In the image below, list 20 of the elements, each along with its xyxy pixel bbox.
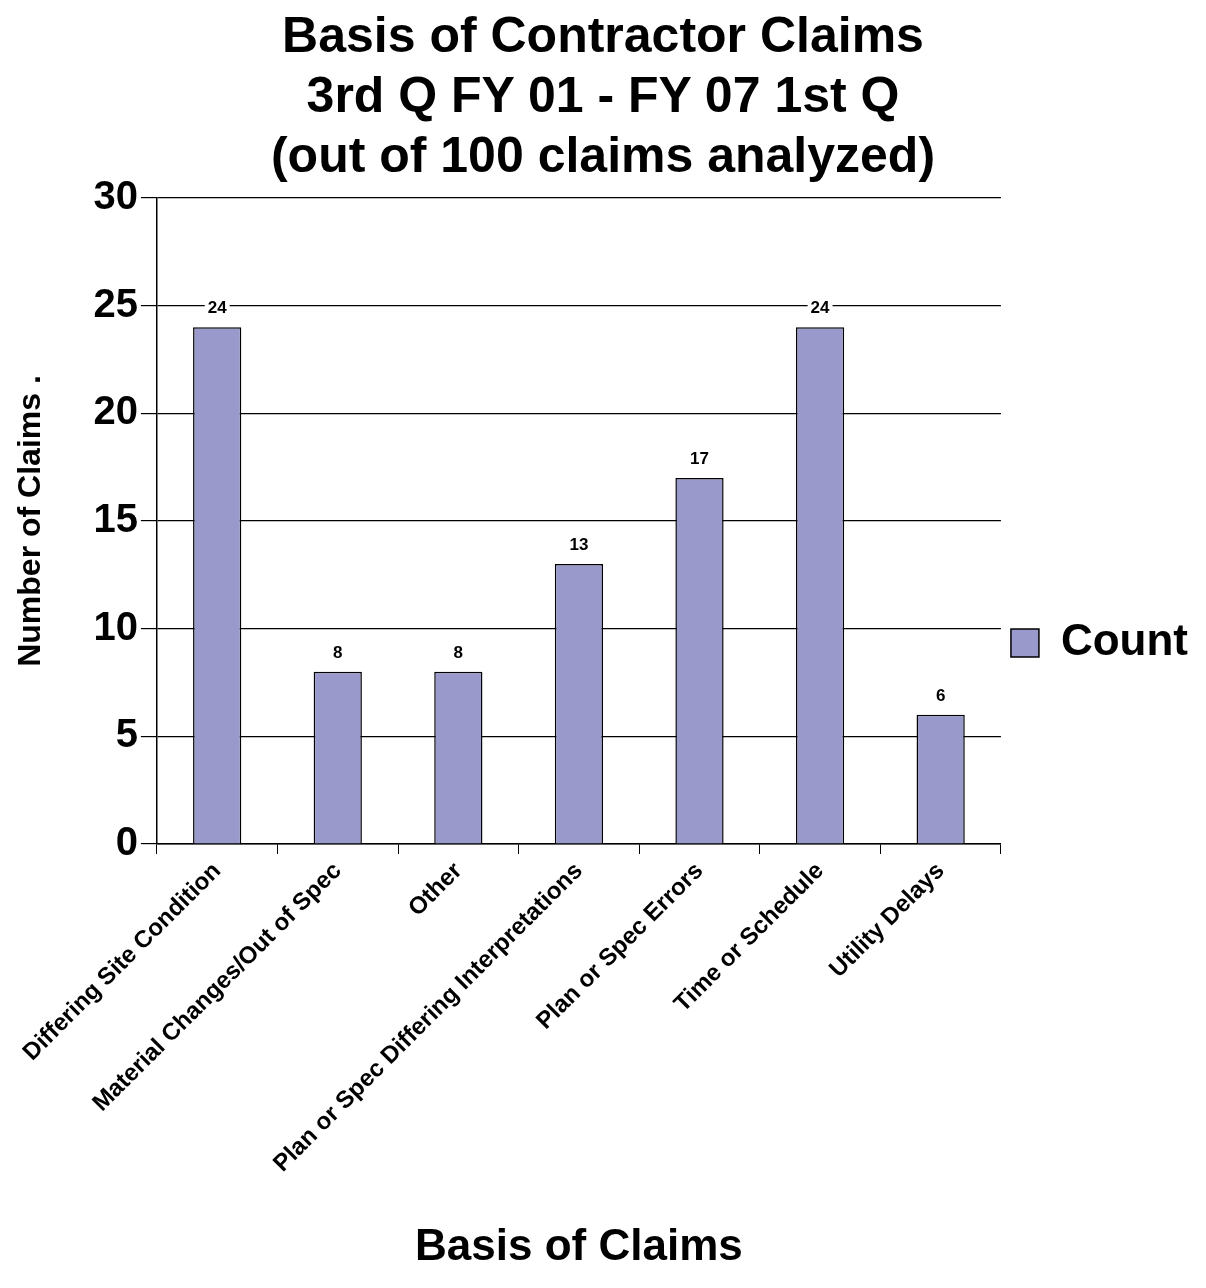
y-tick-label: 30 — [93, 173, 138, 218]
x-axis-title: Basis of Claims — [415, 1219, 743, 1269]
legend-label: Count — [1060, 615, 1189, 665]
data-label: 24 — [207, 298, 228, 318]
data-label: 24 — [810, 298, 831, 318]
y-tick-label: 5 — [115, 711, 138, 756]
y-tick-label: 25 — [93, 280, 138, 325]
y-tick-label: 0 — [115, 819, 138, 864]
y-tick-label: 10 — [93, 603, 138, 648]
data-label: 13 — [569, 535, 589, 555]
text: 3rd Q FY 01 - FY 07 1st Q — [306, 66, 900, 123]
text: Basis of Contractor Claims — [282, 6, 924, 63]
text: (out of 100 claims analyzed) — [270, 126, 936, 183]
data-label: 6 — [935, 686, 946, 706]
data-label: 8 — [453, 642, 464, 662]
y-tick-label: 15 — [93, 496, 138, 541]
y-tick-label: 20 — [93, 388, 138, 433]
data-label: 8 — [333, 642, 343, 662]
data-label: 17 — [690, 449, 709, 469]
y-axis-title: Number of Claims . — [11, 375, 48, 667]
